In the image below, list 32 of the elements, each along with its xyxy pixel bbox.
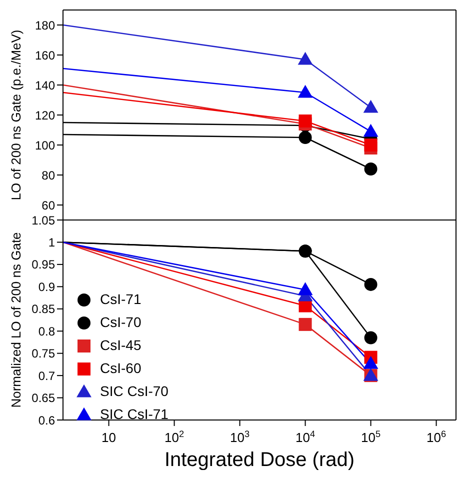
y-tick-label: 1 <box>48 235 56 250</box>
x-tick-label: 10$^{5}$ <box>361 429 381 445</box>
y-tick-label: 0.6 <box>38 413 56 428</box>
legend-label: CsI-60 <box>100 359 142 378</box>
y-tick-label: 1.05 <box>32 213 56 228</box>
y-tick-label: 0.7 <box>38 368 56 383</box>
y-tick-label: 0.75 <box>32 346 56 361</box>
x-tick-label: 10$^{2}$ <box>164 429 184 445</box>
y-tick-label: 0.95 <box>32 258 56 272</box>
y-tick-label: 100 <box>34 138 56 152</box>
legend-label: CsI-70 <box>100 313 142 332</box>
y-tick-label: 0.65 <box>32 391 56 406</box>
y-tick-label: 140 <box>34 78 56 92</box>
y-tick-label: 180 <box>34 18 56 32</box>
y-tick-label: 0.85 <box>32 302 56 316</box>
y-tick-label: 80 <box>42 168 56 182</box>
x-tick-label: 10 <box>102 430 116 445</box>
y-axis-title: LO of 200 ns Gate (p.e./MeV) <box>8 30 24 200</box>
legend-label: CsI-71 <box>100 290 142 309</box>
x-tick-label: 10$^{3}$ <box>230 429 250 445</box>
y-tick-label: 160 <box>34 48 56 62</box>
y-tick-label: 0.9 <box>38 280 56 294</box>
y-axis-title: Normalized LO of 200 ns Gate <box>8 232 24 408</box>
y-tick-label: 120 <box>34 108 56 122</box>
x-tick-label: 10$^{6}$ <box>426 429 446 445</box>
x-axis-title: Integrated Dose (rad) <box>164 449 355 471</box>
y-tick-label: 60 <box>42 198 56 212</box>
legend-label: SIC CsI-71 <box>100 405 168 424</box>
legend-label: CsI-45 <box>100 336 142 355</box>
legend-label: SIC CsI-70 <box>100 382 168 401</box>
y-tick-label: 0.8 <box>38 324 56 338</box>
x-tick-label: 10$^{4}$ <box>296 429 316 445</box>
